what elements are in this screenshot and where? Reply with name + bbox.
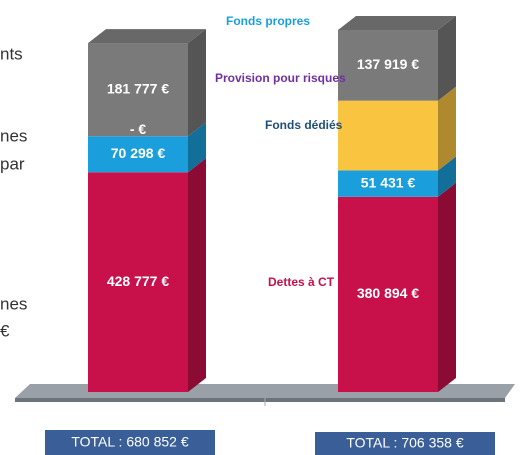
total-box	[315, 432, 495, 455]
bar-segment	[338, 100, 438, 171]
value-label: 137 919 €	[357, 56, 419, 72]
left-fragment: par	[0, 154, 25, 173]
bar-side	[188, 122, 206, 173]
series-label: Dettes à CT	[268, 275, 335, 289]
bar-side	[188, 29, 206, 137]
left-fragment: nes	[0, 126, 27, 145]
floor-edge	[15, 398, 505, 402]
bar-side	[438, 156, 456, 197]
bar-side	[188, 158, 206, 392]
value-label: 70 298 €	[111, 145, 166, 161]
bar-segment	[88, 136, 188, 173]
left-fragment: nts	[0, 44, 23, 63]
value-label: 428 777 €	[107, 273, 169, 289]
bar-side	[438, 86, 456, 171]
series-label: Fonds propres	[226, 14, 310, 28]
value-label: - €	[130, 121, 147, 137]
bar-segment	[338, 170, 438, 197]
series-label: Fonds dédiés	[265, 118, 343, 132]
bar-segment	[88, 172, 188, 392]
bar-side	[438, 182, 456, 392]
bar-segment	[88, 43, 188, 137]
bar-segment	[338, 196, 438, 392]
left-fragment: €	[0, 321, 10, 340]
bar-side	[438, 16, 456, 101]
value-label: 181 777 €	[107, 80, 169, 96]
value-label: 51 431 €	[361, 174, 416, 190]
series-label: Provision pour risques	[215, 71, 346, 85]
bar-top	[338, 16, 456, 30]
left-fragment: nes	[0, 294, 27, 313]
value-label: 380 894 €	[357, 285, 419, 301]
total-label: TOTAL : 680 852 €	[71, 434, 188, 450]
total-box	[45, 430, 215, 455]
bar-top	[88, 29, 206, 44]
total-label: TOTAL : 706 358 €	[346, 435, 463, 451]
bar-segment	[338, 30, 438, 101]
